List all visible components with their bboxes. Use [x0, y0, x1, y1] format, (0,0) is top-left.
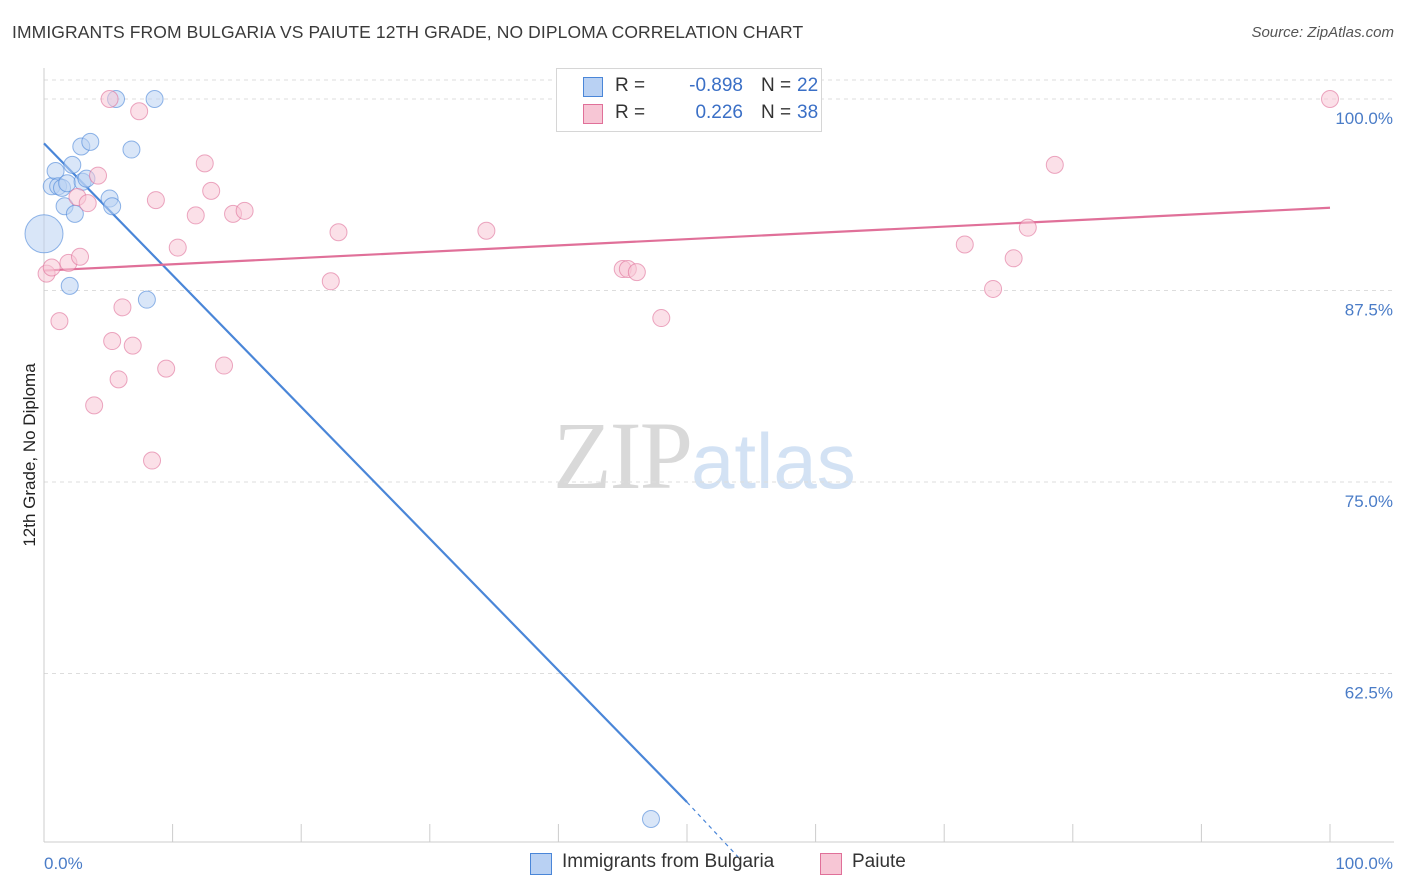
point-paiute-36	[1045, 155, 1064, 174]
watermark: ZIPatlas	[553, 400, 856, 511]
source-label: Source: ZipAtlas.com	[1251, 24, 1394, 41]
grid-lines	[44, 79, 1394, 674]
series-label-paiute: Paiute	[852, 851, 906, 872]
point-paiute-14	[130, 102, 149, 121]
series-swatch-paiute	[820, 853, 842, 875]
point-paiute-11	[109, 370, 128, 389]
x-tick-label-0: 0.0%	[44, 854, 83, 873]
point-paiute-6	[78, 194, 97, 213]
point-paiute-17	[157, 359, 176, 378]
point-paiute-9	[100, 89, 119, 108]
point-paiute-26	[329, 223, 348, 242]
legend-r-label: R =	[615, 102, 646, 123]
y-tick-label-1: 87.5%	[1345, 300, 1393, 319]
point-paiute-18	[168, 238, 187, 257]
legend-n-label: N =	[761, 102, 792, 123]
point-paiute-32	[955, 235, 974, 254]
point-paiute-25	[321, 272, 340, 291]
axes	[43, 68, 1394, 843]
legend-r-label: R =	[615, 75, 646, 96]
point-paiute-10	[103, 332, 122, 351]
point-paiute-16	[146, 191, 165, 210]
point-bulgaria-0	[24, 214, 64, 254]
point-bulgaria-13	[81, 132, 100, 151]
legend-r-value: -0.898	[689, 75, 743, 96]
series-label-bulgaria: Immigrants from Bulgaria	[562, 851, 775, 872]
point-paiute-19	[186, 206, 205, 225]
point-bulgaria-8	[63, 155, 82, 174]
y-tick-label-3: 62.5%	[1345, 683, 1393, 702]
x-tick-label-1: 100.0%	[1335, 854, 1393, 873]
series-swatch-bulgaria	[530, 853, 552, 875]
legend-n-value: 38	[797, 102, 819, 123]
chart-title: IMMIGRANTS FROM BULGARIA VS PAIUTE 12TH …	[12, 22, 804, 42]
legend-n-value: 22	[797, 75, 819, 96]
legend-swatch-paiute	[583, 104, 603, 124]
point-paiute-24	[235, 201, 254, 220]
legend-r-value: 0.226	[695, 102, 743, 123]
point-paiute-2	[50, 312, 69, 331]
y-tick-label-2: 75.0%	[1345, 492, 1393, 511]
point-paiute-33	[984, 279, 1003, 298]
trendline-bulgaria	[43, 142, 688, 803]
point-paiute-31	[652, 309, 671, 328]
data-points	[24, 89, 1339, 829]
y-tick-label-0: 100.0%	[1335, 109, 1393, 128]
point-bulgaria-15	[103, 197, 122, 216]
point-paiute-35	[1018, 218, 1037, 237]
point-paiute-21	[202, 181, 221, 200]
point-bulgaria-7	[60, 276, 79, 295]
point-paiute-1	[42, 258, 61, 277]
point-paiute-22	[215, 356, 234, 375]
trendline-extension-bulgaria	[686, 801, 739, 858]
point-paiute-30	[627, 263, 646, 282]
point-paiute-12	[113, 298, 132, 317]
point-bulgaria-17	[122, 140, 141, 159]
stats-legend: R = -0.898 N = 22 R = 0.226 N = 38	[556, 68, 822, 132]
watermark-atlas: atlas	[691, 417, 856, 505]
point-paiute-20	[195, 154, 214, 173]
point-paiute-27	[477, 221, 496, 240]
point-paiute-13	[123, 336, 142, 355]
tick-labels: 100.0% 87.5% 75.0% 62.5% 0.0% 100.0%	[44, 109, 1393, 873]
watermark-zip: ZIP	[553, 402, 693, 509]
point-paiute-8	[89, 166, 108, 185]
trend-lines	[43, 142, 1331, 858]
point-paiute-7	[85, 396, 104, 415]
legend-n-label: N =	[761, 75, 792, 96]
trendline-paiute	[43, 206, 1331, 272]
point-paiute-15	[143, 451, 162, 470]
point-bulgaria-18	[137, 290, 156, 309]
point-paiute-5	[71, 247, 90, 266]
point-paiute-37	[1321, 89, 1339, 108]
point-bulgaria-19	[145, 89, 164, 108]
point-paiute-34	[1004, 249, 1023, 268]
legend-swatch-bulgaria	[583, 77, 603, 97]
point-bulgaria-20	[641, 810, 660, 829]
